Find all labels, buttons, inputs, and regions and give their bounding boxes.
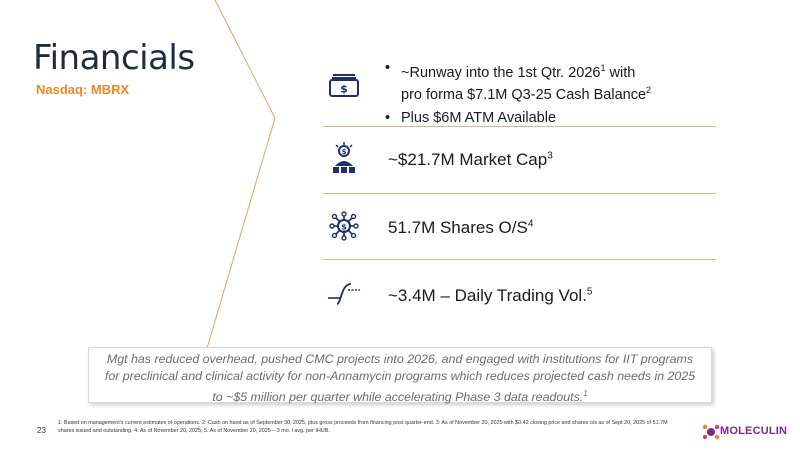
svg-text:$: $ [341,223,347,232]
cash-icon: $ [329,74,359,97]
trading-volume-row: ~3.4M – Daily Trading Vol.5 [323,272,716,322]
company-logo: MOLECULIN [700,420,795,444]
footnote-ref: 1 [583,389,588,398]
footnote-ref: 5 [586,286,593,298]
page-number: 23 [37,426,46,435]
trading-volume-text: ~3.4M – Daily Trading Vol.5 [388,286,592,306]
shares-network-icon: $ [329,211,359,241]
market-cap-text: ~$21.7M Market Cap3 [388,150,553,170]
divider [323,126,716,127]
shares-row: $ 51.7M Shares O/S4 [323,205,716,255]
callout-box: Mgt has reduced overhead, pushed CMC pro… [88,347,712,405]
logo-text: MOLECULIN [720,425,788,437]
investor-icon: $ [333,142,355,173]
cash-balance-text: pro forma $7.1M Q3-25 Cash Balance [401,86,647,103]
svg-text:$: $ [340,83,348,96]
shares-label: 51.7M Shares O/S [388,218,528,237]
callout-text: Mgt has reduced overhead, pushed CMC pro… [104,352,696,405]
runway-text: ~Runway into the 1st Qtr. 2026 [401,64,601,81]
footnote-ref: 3 [547,150,553,162]
divider [323,259,716,260]
ticker-label: Nasdaq: MBRX [36,82,130,97]
molecule-icon [702,424,720,440]
divider [323,193,716,194]
runway-row: $ ~Runway into the 1st Qtr. 20261 with pr… [323,60,716,127]
footnotes: 1: Based on management's current estimat… [58,420,668,434]
market-cap-label: ~$21.7M Market Cap [388,150,548,169]
footnote-ref: 1 [600,63,606,73]
page-title: Financials [33,38,195,78]
trading-curve-icon [328,283,360,305]
trading-volume-label: ~3.4M – Daily Trading Vol. [388,286,587,305]
svg-text:$: $ [342,148,347,156]
footnote-ref: 4 [527,218,534,230]
runway-bullets: ~Runway into the 1st Qtr. 20261 with pro … [385,60,651,133]
runway-bullet: ~Runway into the 1st Qtr. 20261 with pro … [385,60,651,104]
market-cap-row: $ ~$21.7M Market Cap3 [323,138,716,188]
runway-text-end: with [605,64,636,81]
shares-text: 51.7M Shares O/S4 [388,218,533,238]
atm-bullet: Plus $6M ATM Available [385,110,651,127]
footnote-ref: 2 [646,84,652,95]
